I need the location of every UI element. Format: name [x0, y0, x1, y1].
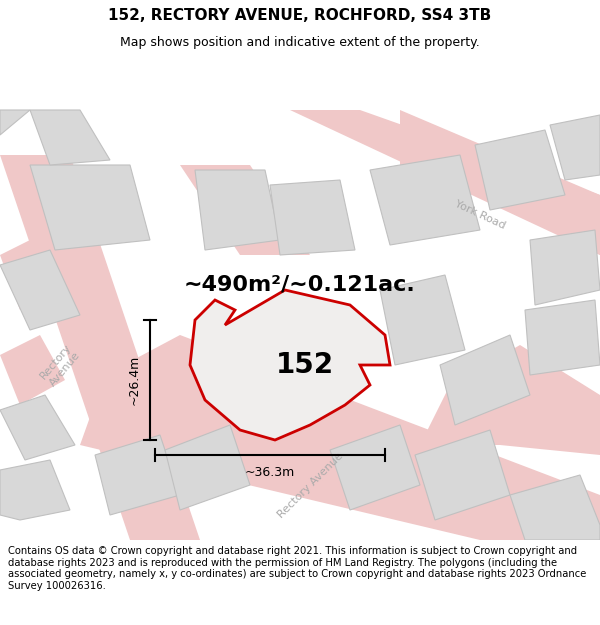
Text: Map shows position and indicative extent of the property.: Map shows position and indicative extent… [120, 36, 480, 49]
Polygon shape [95, 435, 180, 515]
Polygon shape [195, 170, 280, 250]
Polygon shape [80, 335, 600, 540]
Polygon shape [270, 180, 355, 255]
Text: York Road: York Road [453, 199, 507, 231]
Polygon shape [525, 300, 600, 375]
Polygon shape [0, 230, 80, 310]
Polygon shape [165, 425, 250, 510]
Text: ~26.4m: ~26.4m [128, 355, 140, 405]
Polygon shape [380, 275, 465, 365]
Polygon shape [475, 130, 565, 210]
Text: ~490m²/~0.121ac.: ~490m²/~0.121ac. [184, 275, 416, 295]
Polygon shape [0, 110, 30, 135]
Polygon shape [190, 290, 390, 440]
Polygon shape [0, 250, 80, 330]
Polygon shape [0, 155, 200, 540]
Polygon shape [180, 165, 310, 255]
Text: ~36.3m: ~36.3m [245, 466, 295, 479]
Text: Rectory Avenue: Rectory Avenue [275, 451, 344, 519]
Text: 152, RECTORY AVENUE, ROCHFORD, SS4 3TB: 152, RECTORY AVENUE, ROCHFORD, SS4 3TB [109, 8, 491, 23]
Polygon shape [0, 335, 65, 405]
Polygon shape [30, 165, 150, 250]
Polygon shape [0, 460, 70, 520]
Text: Contains OS data © Crown copyright and database right 2021. This information is : Contains OS data © Crown copyright and d… [8, 546, 586, 591]
Polygon shape [440, 335, 530, 425]
Polygon shape [400, 110, 600, 255]
Text: 152: 152 [276, 351, 334, 379]
Polygon shape [330, 425, 420, 510]
Polygon shape [370, 155, 480, 245]
Polygon shape [530, 230, 600, 305]
Polygon shape [0, 395, 75, 460]
Polygon shape [510, 475, 600, 540]
Polygon shape [420, 345, 600, 455]
Polygon shape [290, 110, 600, 255]
Polygon shape [550, 115, 600, 180]
Polygon shape [415, 430, 510, 520]
Polygon shape [30, 110, 110, 165]
Text: Rectory
Avenue: Rectory Avenue [38, 341, 82, 389]
